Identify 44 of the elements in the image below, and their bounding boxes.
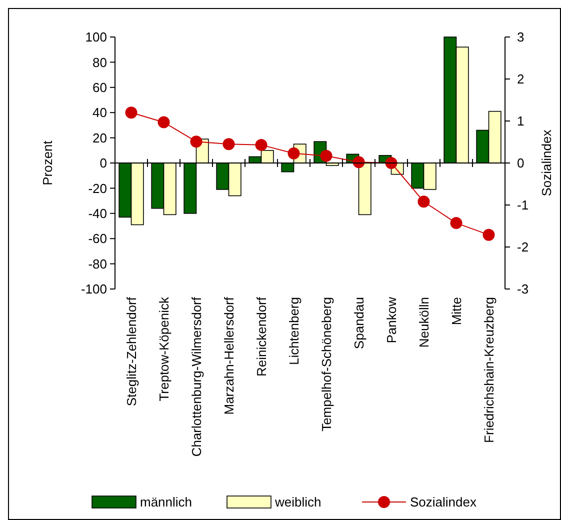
y2-tick-label: 0 (517, 156, 524, 171)
x-tick-label: Spandau (351, 297, 366, 350)
y-tick-label: -60 (88, 231, 107, 246)
y-tick-label: -80 (88, 256, 107, 272)
y2-tick-label: 1 (517, 114, 524, 129)
point (255, 138, 268, 151)
x-tick-label: Lichtenberg (286, 297, 302, 365)
x-tick-label: Pankow (384, 296, 399, 344)
legend-label: Sozialindex (410, 494, 477, 510)
point (125, 106, 138, 119)
x-tick-label: Reinickendorf (254, 296, 269, 376)
x-tick-label: Friedrichshain-Kreuzberg (481, 297, 496, 443)
point (418, 196, 430, 208)
y2-tick-label: -2 (517, 240, 529, 255)
point (450, 217, 462, 230)
point (222, 138, 235, 150)
x-tick-label: Tempelhof-Schöneberg (318, 297, 334, 432)
y-tick-label: -100 (80, 282, 107, 297)
y-tick-label: 40 (92, 105, 107, 120)
y2-tick-label: 2 (517, 72, 524, 87)
x-tick-label: Neukölln (416, 297, 432, 348)
y2-tick-label: -3 (517, 282, 529, 297)
x-tick-label: Marzahn-Hellersdorf (221, 296, 236, 415)
y-tick-label: 60 (92, 80, 107, 95)
point (158, 116, 170, 128)
y-tick-label: 80 (92, 54, 107, 70)
legend-label: weiblich (274, 494, 322, 510)
legend-label: männlich (140, 494, 192, 510)
point (385, 157, 398, 169)
y2-axis-title: Sozialindex (539, 129, 554, 196)
y-tick-label: -20 (88, 180, 107, 196)
y-tick-label: 0 (100, 156, 107, 171)
x-tick-label: Treptow-Köpenick (156, 296, 172, 402)
y-tick-label: 20 (92, 130, 107, 146)
point (190, 136, 202, 148)
y2-tick-label: -1 (517, 198, 529, 213)
point (482, 228, 495, 241)
x-tick-label: Steglitz-Zehlendorf (124, 296, 139, 406)
x-tick-label: Charlottenburg-Wilmersdorf (188, 296, 204, 457)
y2-tick-label: 3 (517, 30, 524, 45)
y-tick-label: -40 (88, 206, 107, 221)
y-tick-label: 100 (85, 30, 107, 45)
x-tick-label: Mitte (448, 297, 464, 326)
y-axis-title: Prozent (40, 140, 55, 186)
